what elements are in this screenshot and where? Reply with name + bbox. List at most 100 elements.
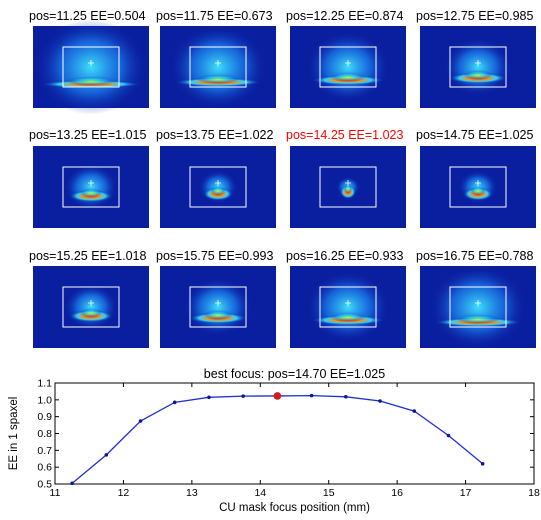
psf-panel-title: pos=15.25 EE=1.018 [29,249,147,263]
y-tick-label: 0.7 [37,445,52,457]
psf-halo [169,25,267,109]
psf-panel-title: pos=14.75 EE=1.025 [416,128,534,142]
psf-panel-title: pos=13.75 EE=1.022 [156,128,274,142]
psf-panel: pos=15.75 EE=0.993 [156,249,276,348]
y-tick-label: 1.0 [37,394,52,406]
psf-panel: pos=13.75 EE=1.022 [156,128,276,228]
centroid-marker [475,180,481,186]
centroid-marker [215,300,221,306]
psf-panel-title: pos=14.25 EE=1.023 [286,128,404,142]
psf-panel: pos=11.25 EE=0.504 [29,9,149,115]
aperture-box [449,166,507,208]
centroid-marker [88,60,94,66]
psf-panel-title: pos=16.75 EE=0.788 [416,249,534,263]
ee-data-point [138,419,143,423]
psf-panel-title: pos=12.75 EE=0.985 [416,9,534,23]
psf-panel: pos=14.25 EE=1.023 [286,128,406,228]
psf-core-glow [210,185,226,196]
x-tick-label: 16 [391,487,403,499]
plot-frame [54,382,535,485]
aperture-box [62,166,120,208]
psf-panel: pos=11.75 EE=0.673 [156,9,276,109]
aperture-box [62,46,120,88]
psf-halo [35,19,147,115]
ee-data-point [241,394,245,398]
best-focus-marker [273,392,282,400]
psf-core-glow [344,183,352,194]
x-tick-label: 15 [323,487,335,499]
centroid-marker [215,60,221,66]
centroid-marker [345,60,351,66]
aperture-box [189,46,247,88]
psf-panel: pos=16.25 EE=0.933 [286,249,406,348]
ee-data-point [480,462,485,466]
psf-panel-title: pos=16.25 EE=0.933 [286,249,404,263]
ee-data-point [378,399,382,403]
psf-panel: pos=12.25 EE=0.874 [286,9,406,108]
centroid-marker [88,300,94,306]
x-axis-label: CU mask focus position (mm) [219,502,370,514]
psf-core-glow [203,310,233,321]
psf-halo [64,164,118,210]
psf-core-glow [463,70,493,81]
psf-core-glow [66,76,116,87]
ee-data-point [344,395,348,399]
x-tick-label: 18 [528,487,540,499]
psf-panel-title: pos=15.75 EE=0.993 [156,249,274,263]
ee-data-point [207,395,211,400]
x-tick-label: 14 [254,487,266,499]
ee-data-point [172,400,177,405]
psf-panel-title: pos=12.25 EE=0.874 [286,9,404,23]
y-tick-label: 0.6 [37,462,52,474]
psf-halo [306,271,390,343]
psf-core-glow [470,185,486,196]
aperture-box [449,46,507,88]
y-tick-label: 1.1 [37,378,52,390]
psf-halo [64,284,118,330]
centroid-marker [215,180,221,186]
y-tick-label: 0.8 [37,428,52,440]
centroid-marker [345,180,351,186]
ee-series-line [71,394,484,484]
plot-title: best focus: pos=14.70 EE=1.025 [204,367,385,381]
ee-data-point [70,481,74,486]
psf-core-glow [456,314,500,325]
psf-core-glow [330,312,366,323]
psf-panel: pos=16.75 EE=0.788 [416,249,536,349]
psf-panel-grid: pos=11.25 EE=0.504 pos=11.75 EE=0.673 pos=… [29,9,536,349]
psf-core-glow [330,72,366,83]
psf-panel-title: pos=11.25 EE=0.504 [29,9,146,23]
y-tick-label: 0.5 [37,479,52,491]
ee-data-point [446,433,451,438]
aperture-box [62,286,120,328]
centroid-marker [345,300,351,306]
aperture-box [319,46,377,88]
centroid-marker [475,300,481,306]
ee-data-point [309,393,314,398]
y-tick-label: 0.9 [37,411,52,423]
aperture-box [189,286,247,328]
psf-halo [429,265,527,349]
psf-core-glow [80,308,102,319]
ee-vs-focus-plot: best focus: pos=14.70 EE=1.025 11 12 13 14 15… [8,367,540,514]
centroid-marker [475,60,481,66]
psf-panel: pos=15.25 EE=1.018 [29,249,149,348]
psf-panel-title: pos=11.75 EE=0.673 [156,9,273,23]
aperture-box [319,286,377,328]
x-tick-label: 13 [186,487,198,499]
psf-panel: pos=12.75 EE=0.985 [416,9,536,108]
x-tick-label: 12 [118,487,130,499]
y-axis-label: EE in 1 spaxel [8,397,20,471]
centroid-marker [88,180,94,186]
ee-data-point [412,409,417,413]
aperture-box [319,166,377,208]
psf-halo [306,31,390,103]
psf-panel-title: pos=13.25 EE=1.015 [29,128,147,142]
ee-data-point [104,453,109,457]
psf-panel: pos=13.25 EE=1.015 [29,128,149,228]
x-tick-label: 17 [460,487,472,499]
psf-core-glow [80,188,102,199]
x-tick-label: 11 [50,487,61,499]
psf-core-glow [196,74,240,85]
